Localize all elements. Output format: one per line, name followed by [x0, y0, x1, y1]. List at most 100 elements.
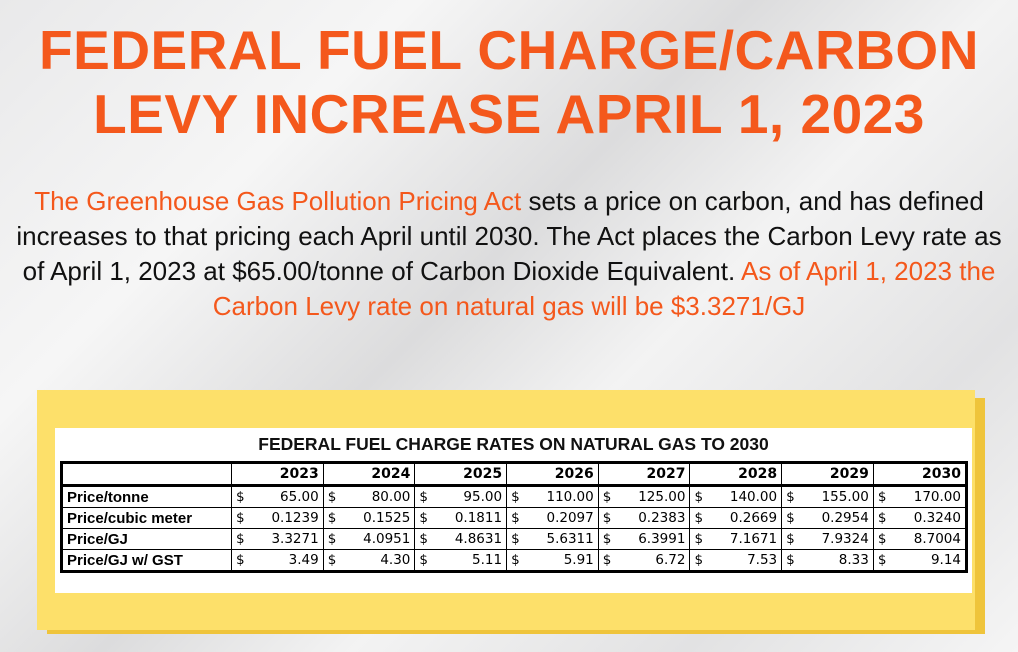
- year-header: 2024: [322, 462, 416, 487]
- rate-cell: $5.11: [414, 549, 508, 572]
- row-label: Price/GJ: [61, 528, 232, 550]
- currency-symbol: $: [419, 531, 428, 547]
- rate-value: 7.53: [747, 552, 778, 568]
- currency-symbol: $: [327, 510, 337, 526]
- rate-cell: $3.3271: [231, 528, 324, 550]
- rate-value: 5.6311: [546, 531, 594, 547]
- rate-cell: $4.30: [322, 549, 416, 572]
- rate-value: 3.3271: [271, 531, 319, 547]
- rate-value: 6.3991: [638, 531, 686, 547]
- rate-value: 140.00: [729, 489, 778, 505]
- year-header: 2026: [506, 462, 599, 487]
- rate-value: 7.9324: [821, 531, 869, 547]
- rate-cell: $0.1239: [231, 507, 324, 529]
- row-label: Price/tonne: [61, 485, 232, 508]
- rate-value: 0.2097: [546, 510, 594, 526]
- currency-symbol: $: [694, 489, 704, 505]
- rate-cell: $7.53: [689, 549, 783, 572]
- rate-value: 5.11: [472, 552, 503, 568]
- currency-symbol: $: [327, 552, 337, 568]
- currency-symbol: $: [327, 531, 337, 547]
- row-label: Price/cubic meter: [61, 507, 232, 529]
- rate-value: 65.00: [280, 489, 319, 505]
- table-row: Price/cubic meter $0.1239 $0.1525 $0.1811 $0…: [61, 507, 968, 529]
- rate-cell: $8.33: [781, 549, 874, 572]
- rate-cell: $7.9324: [781, 528, 874, 550]
- page-title: FEDERAL FUEL CHARGE/CARBON LEVY INCREASE…: [0, 18, 1018, 146]
- intro-paragraph: The Greenhouse Gas Pollution Pricing Act…: [10, 184, 1008, 324]
- year-header: 2023: [231, 462, 324, 487]
- rate-cell: $0.1525: [322, 507, 416, 529]
- rate-value: 4.30: [380, 552, 411, 568]
- currency-symbol: $: [236, 531, 245, 547]
- currency-symbol: $: [511, 531, 520, 547]
- currency-symbol: $: [602, 510, 612, 526]
- table-row: Price/GJ w/ GST $3.49 $4.30 $5.11 $5.91 $6.72…: [61, 549, 968, 572]
- currency-symbol: $: [694, 510, 704, 526]
- rate-value: 0.3240: [913, 510, 961, 526]
- rate-value: 125.00: [638, 489, 686, 505]
- rate-value: 3.49: [288, 552, 319, 568]
- rate-cell: $4.0951: [322, 528, 416, 550]
- levy-rate-highlight: As of April 1, 2023 the Carbon Levy rate…: [212, 256, 996, 321]
- rate-value: 0.2954: [821, 510, 869, 526]
- rate-cell: $155.00: [781, 485, 874, 508]
- row-label: Price/GJ w/ GST: [61, 549, 232, 572]
- rate-cell: $4.8631: [414, 528, 508, 550]
- title-line-2: LEVY INCREASE APRIL 1, 2023: [93, 83, 925, 145]
- currency-symbol: $: [877, 510, 887, 526]
- rate-value: 170.00: [913, 489, 961, 505]
- currency-symbol: $: [327, 489, 337, 505]
- rate-value: 5.91: [563, 552, 594, 568]
- currency-symbol: $: [419, 489, 428, 505]
- rate-cell: $110.00: [506, 485, 599, 508]
- rate-value: 155.00: [821, 489, 869, 505]
- currency-symbol: $: [511, 510, 520, 526]
- currency-symbol: $: [877, 531, 887, 547]
- table-row: Price/GJ $3.3271 $4.0951 $4.8631 $5.6311 $6.3…: [61, 528, 968, 550]
- rates-table: 2023 2024 2025 2026 2027 2028 2029 2030 Price/t…: [60, 461, 968, 573]
- rate-cell: $7.1671: [689, 528, 783, 550]
- currency-symbol: $: [236, 552, 245, 568]
- currency-symbol: $: [877, 489, 887, 505]
- currency-symbol: $: [786, 552, 795, 568]
- rate-value: 8.7004: [913, 531, 961, 547]
- year-header: 2025: [414, 462, 508, 487]
- currency-symbol: $: [602, 552, 612, 568]
- currency-symbol: $: [786, 531, 795, 547]
- currency-symbol: $: [694, 552, 704, 568]
- currency-symbol: $: [419, 552, 428, 568]
- year-header: 2027: [597, 462, 691, 487]
- rate-cell: $80.00: [322, 485, 416, 508]
- rate-value: 0.2383: [638, 510, 686, 526]
- rate-cell: $5.91: [506, 549, 599, 572]
- rate-value: 0.2669: [729, 510, 778, 526]
- rate-value: 9.14: [930, 552, 961, 568]
- act-name: The Greenhouse Gas Pollution Pricing Act: [34, 186, 522, 216]
- currency-symbol: $: [786, 489, 795, 505]
- rate-cell: $170.00: [872, 485, 968, 508]
- rate-value: 95.00: [463, 489, 503, 505]
- rate-cell: $125.00: [597, 485, 691, 508]
- title-line-1: FEDERAL FUEL CHARGE/CARBON: [39, 19, 979, 81]
- rate-value: 8.33: [838, 552, 869, 568]
- table-header-row: 2023 2024 2025 2026 2027 2028 2029 2030: [61, 462, 968, 487]
- rate-value: 110.00: [546, 489, 594, 505]
- rate-value: 4.0951: [363, 531, 411, 547]
- year-header: 2028: [689, 462, 783, 487]
- year-header: 2030: [872, 462, 968, 487]
- rate-cell: $6.72: [597, 549, 691, 572]
- currency-symbol: $: [602, 489, 612, 505]
- currency-symbol: $: [786, 510, 795, 526]
- rate-cell: $8.7004: [872, 528, 968, 550]
- rate-cell: $0.2669: [689, 507, 783, 529]
- rate-value: 0.1525: [363, 510, 411, 526]
- rate-cell: $0.2097: [506, 507, 599, 529]
- header-empty: [61, 462, 232, 487]
- rate-cell: $65.00: [231, 485, 324, 508]
- paragraph-text: sets a price on carbon, and has defined …: [16, 186, 1002, 286]
- rate-value: 80.00: [371, 489, 411, 505]
- rate-cell: $5.6311: [506, 528, 599, 550]
- rate-cell: $140.00: [689, 485, 783, 508]
- currency-symbol: $: [511, 552, 520, 568]
